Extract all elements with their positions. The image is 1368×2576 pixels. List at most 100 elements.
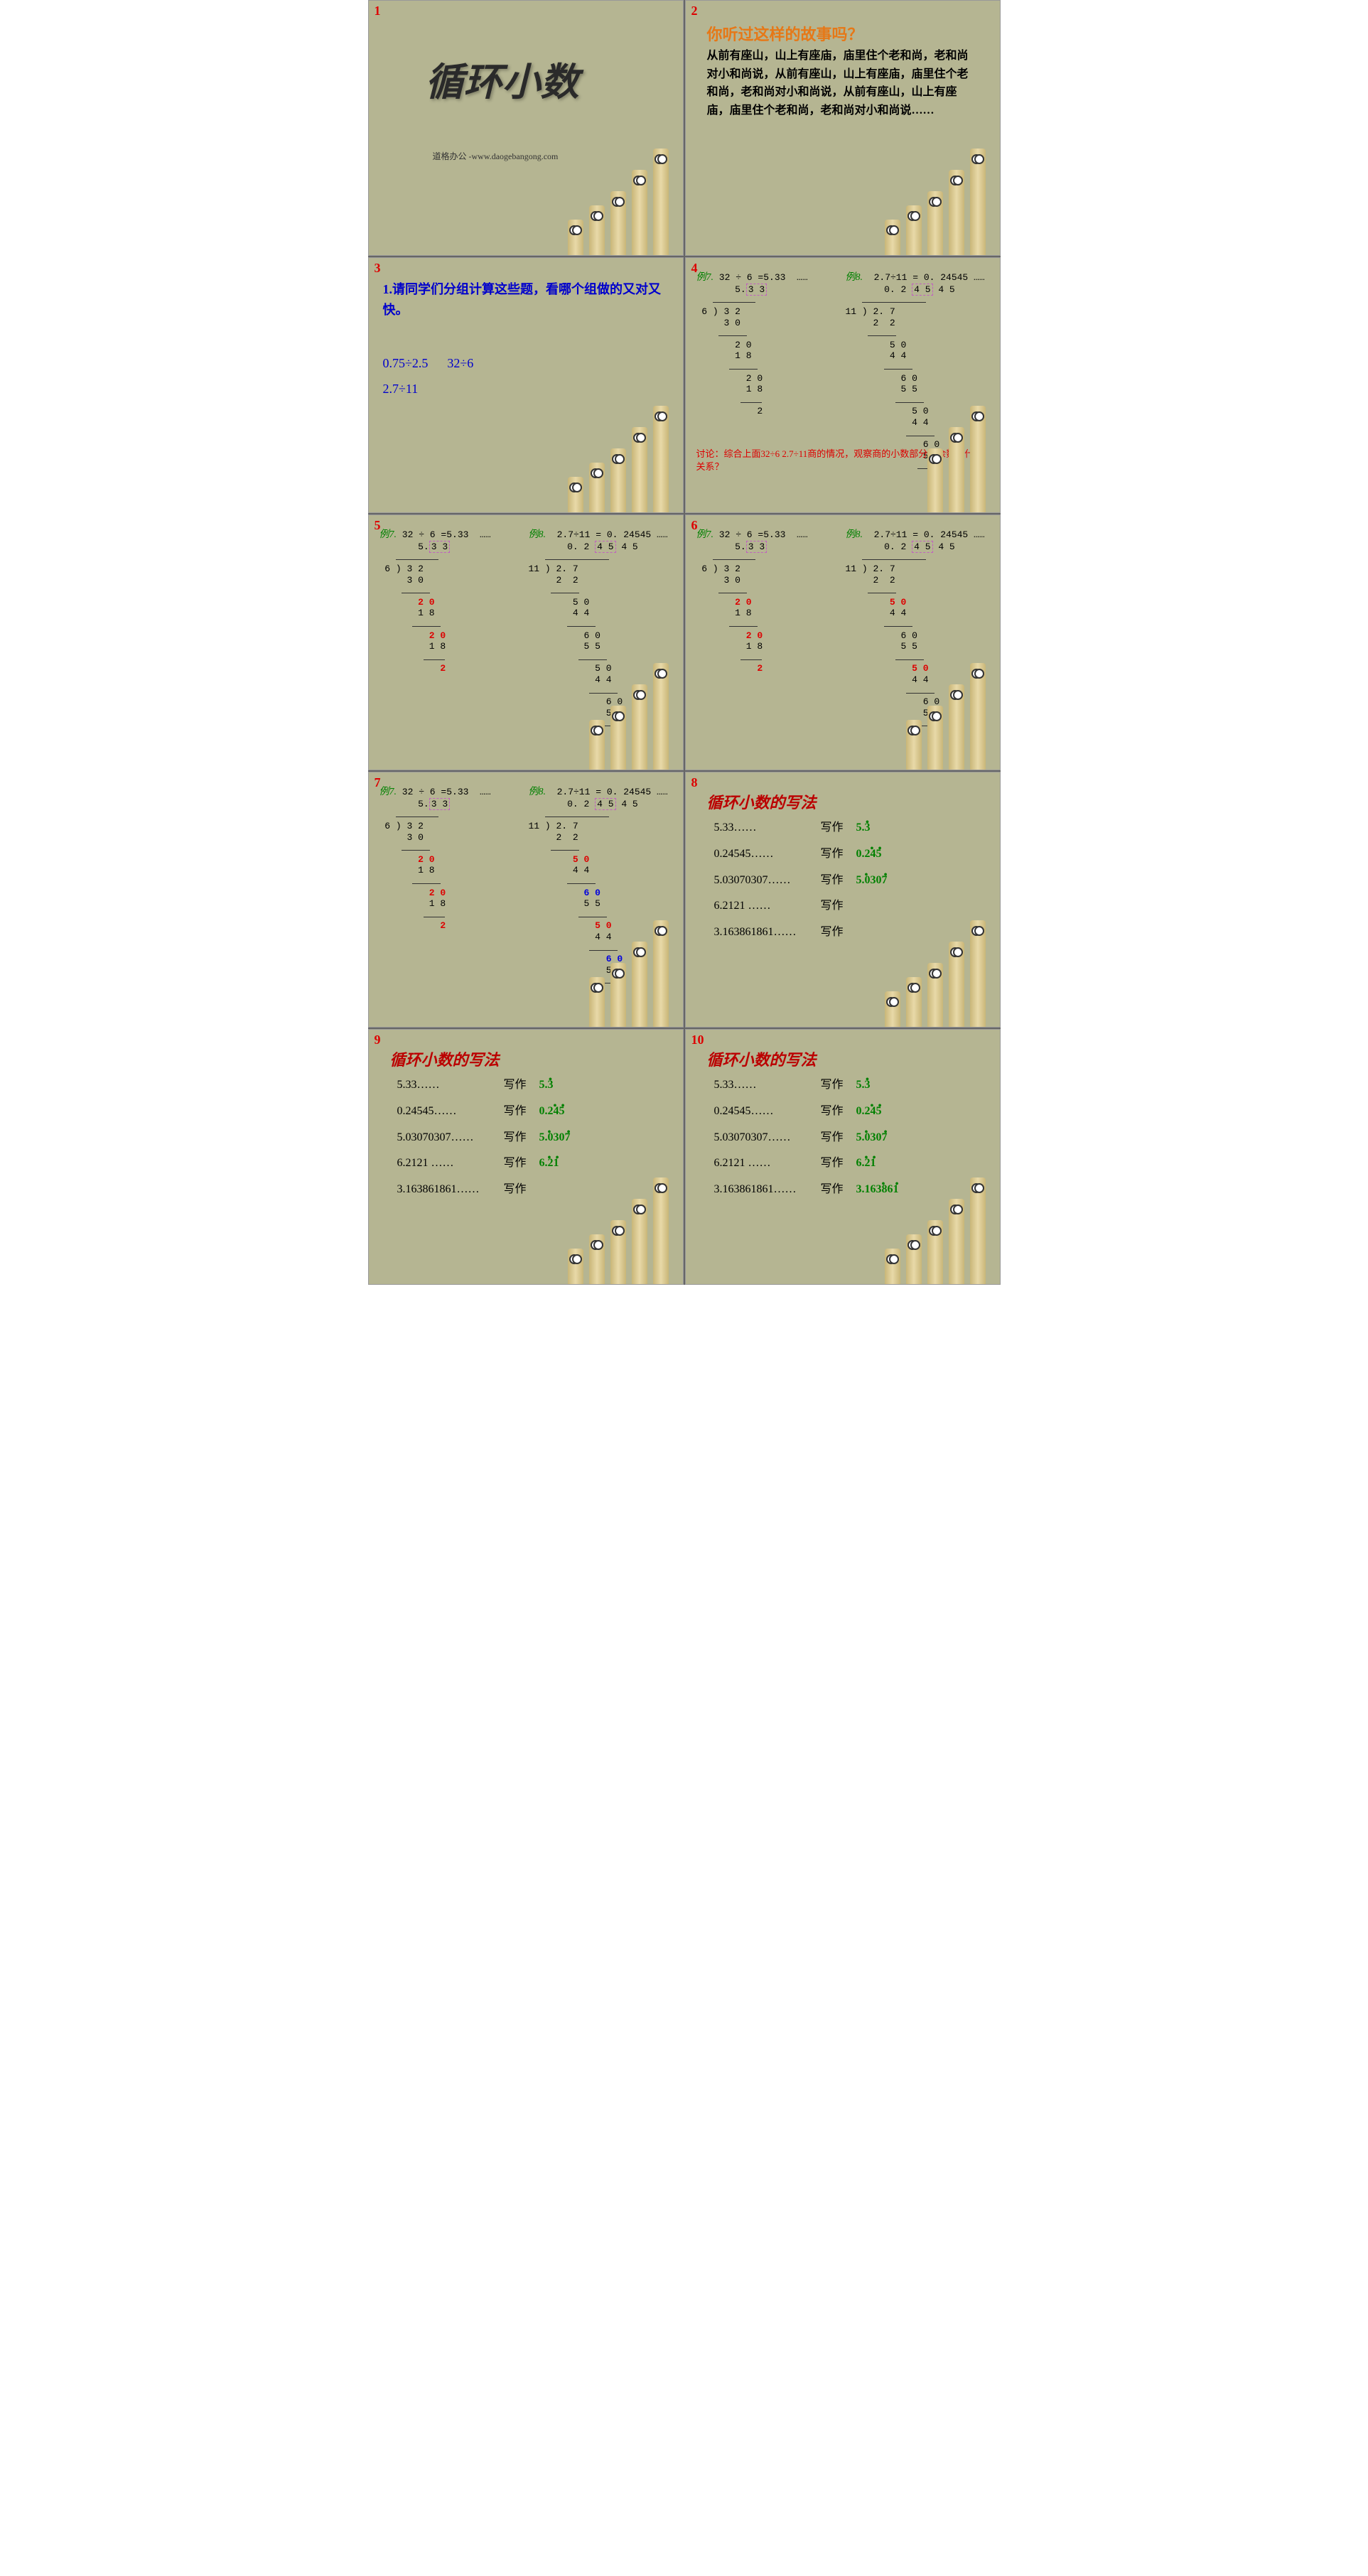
result-number: 5.0307 bbox=[856, 868, 888, 894]
result-number: 0.245 bbox=[856, 841, 882, 868]
source-number: 0.24545…… bbox=[714, 841, 821, 868]
pencil-decoration bbox=[568, 149, 669, 255]
slide-number: 4 bbox=[691, 261, 698, 276]
notation-row: 0.24545……写作0.245 bbox=[714, 841, 888, 868]
main-title: 循环小数 bbox=[426, 50, 579, 107]
write-as-label: 写作 bbox=[821, 815, 856, 841]
notation-row: 0.24545……写作0.245 bbox=[714, 1099, 899, 1125]
long-division-7: 例7. 32 ÷ 6 =5.33 …… 5.3 3 6 ) 3 2 3 0 2 … bbox=[379, 529, 491, 674]
source-number: 5.33…… bbox=[714, 1072, 821, 1099]
notation-row: 3.163861861……写作 bbox=[714, 920, 888, 946]
slide-3: 3 1.请同学们分组计算这些题，看哪个组做的又对又快。 0.75÷2.5 32÷… bbox=[368, 257, 684, 513]
notation-heading: 循环小数的写法 bbox=[707, 790, 817, 813]
slide-10: 10 循环小数的写法 5.33……写作5.30.24545……写作0.2455.… bbox=[685, 1029, 1001, 1285]
write-as-label: 写作 bbox=[821, 893, 856, 920]
source-number: 0.24545…… bbox=[397, 1099, 504, 1125]
notation-row: 5.03070307……写作5.0307 bbox=[714, 1125, 899, 1151]
notation-row: 6.2121 ……写作6.21 bbox=[397, 1150, 571, 1177]
write-as-label: 写作 bbox=[821, 1099, 856, 1125]
source-number: 6.2121 …… bbox=[714, 893, 821, 920]
source-number: 5.03070307…… bbox=[714, 1125, 821, 1151]
result-number: 5.0307 bbox=[539, 1125, 571, 1151]
long-division-7: 例7. 32 ÷ 6 =5.33 …… 5.3 3 6 ) 3 2 3 0 2 … bbox=[379, 787, 491, 932]
notation-row: 5.03070307……写作5.0307 bbox=[397, 1125, 571, 1151]
result-number: 0.245 bbox=[539, 1099, 565, 1125]
problem: 0.75÷2.5 bbox=[383, 356, 429, 370]
slide-7: 7 例7. 32 ÷ 6 =5.33 …… 5.3 3 6 ) 3 2 3 0 … bbox=[368, 772, 684, 1028]
write-as-label: 写作 bbox=[504, 1150, 539, 1177]
write-as-label: 写作 bbox=[821, 1072, 856, 1099]
notation-heading: 循环小数的写法 bbox=[390, 1047, 500, 1070]
notation-rows: 5.33……写作5.30.24545……写作0.2455.03070307……写… bbox=[714, 815, 888, 946]
slide-4: 4 例7. 32 ÷ 6 =5.33 …… 5.3 3 6 ) 3 2 3 0 … bbox=[685, 257, 1001, 513]
write-as-label: 写作 bbox=[504, 1125, 539, 1151]
source-number: 5.33…… bbox=[714, 815, 821, 841]
result-number: 5.3 bbox=[539, 1072, 554, 1099]
pencil-decoration bbox=[885, 920, 986, 1027]
pencil-decoration bbox=[885, 149, 986, 255]
slide-number: 2 bbox=[691, 4, 698, 18]
write-as-label: 写作 bbox=[821, 1125, 856, 1151]
pencil-decoration bbox=[568, 406, 669, 512]
source-number: 5.03070307…… bbox=[397, 1125, 504, 1151]
slide-number: 10 bbox=[691, 1033, 704, 1047]
write-as-label: 写作 bbox=[504, 1072, 539, 1099]
slide-number: 7 bbox=[375, 775, 381, 790]
slide-grid: 1 循环小数 道格办公 -www.daogebangong.com 2 你听过这… bbox=[368, 0, 1001, 1285]
result-number: 6.21 bbox=[539, 1150, 559, 1177]
slide-number: 5 bbox=[375, 518, 381, 533]
notation-heading: 循环小数的写法 bbox=[707, 1047, 817, 1070]
long-division-7: 例7. 32 ÷ 6 =5.33 …… 5.3 3 6 ) 3 2 3 0 2 … bbox=[696, 272, 808, 417]
slide-5: 5 例7. 32 ÷ 6 =5.33 …… 5.3 3 6 ) 3 2 3 0 … bbox=[368, 514, 684, 770]
slide-6: 6 例7. 32 ÷ 6 =5.33 …… 5.3 3 6 ) 3 2 3 0 … bbox=[685, 514, 1001, 770]
write-as-label: 写作 bbox=[821, 1177, 856, 1203]
result-number: 5.3 bbox=[856, 815, 871, 841]
notation-row: 3.163861861……写作3.163861 bbox=[714, 1177, 899, 1203]
pencil-decoration bbox=[568, 1177, 669, 1284]
write-as-label: 写作 bbox=[821, 868, 856, 894]
write-as-label: 写作 bbox=[821, 1150, 856, 1177]
story-heading: 你听过这样的故事吗？ bbox=[707, 22, 863, 45]
result-number: 6.21 bbox=[856, 1150, 876, 1177]
source-number: 6.2121 …… bbox=[714, 1150, 821, 1177]
pencil-decoration bbox=[906, 663, 986, 770]
write-as-label: 写作 bbox=[821, 920, 856, 946]
source-number: 3.163861861…… bbox=[714, 1177, 821, 1203]
pencil-decoration bbox=[885, 1177, 986, 1284]
slide-number: 1 bbox=[375, 4, 381, 18]
source-number: 5.03070307…… bbox=[714, 868, 821, 894]
watermark: 道格办公 -www.daogebangong.com bbox=[433, 150, 559, 162]
problem: 32÷6 bbox=[447, 356, 473, 370]
notation-rows: 5.33……写作5.30.24545……写作0.2455.03070307……写… bbox=[397, 1072, 571, 1203]
pencil-decoration bbox=[927, 406, 986, 512]
pencil-decoration bbox=[589, 920, 669, 1027]
slide-2: 2 你听过这样的故事吗？ 从前有座山，山上有座庙，庙里住个老和尚，老和尚对小和尚… bbox=[685, 0, 1001, 256]
slide-number: 8 bbox=[691, 775, 698, 790]
notation-row: 3.163861861……写作 bbox=[397, 1177, 571, 1203]
source-number: 0.24545…… bbox=[714, 1099, 821, 1125]
slide-number: 6 bbox=[691, 518, 698, 533]
slide-9: 9 循环小数的写法 5.33……写作5.30.24545……写作0.2455.0… bbox=[368, 1029, 684, 1285]
slide-8: 8 循环小数的写法 5.33……写作5.30.24545……写作0.2455.0… bbox=[685, 772, 1001, 1028]
result-number: 5.3 bbox=[856, 1072, 871, 1099]
write-as-label: 写作 bbox=[821, 841, 856, 868]
source-number: 5.33…… bbox=[397, 1072, 504, 1099]
source-number: 3.163861861…… bbox=[397, 1177, 504, 1203]
notation-row: 5.33……写作5.3 bbox=[397, 1072, 571, 1099]
story-body: 从前有座山，山上有座庙，庙里住个老和尚，老和尚对小和尚说，从前有座山，山上有座庙… bbox=[707, 47, 979, 119]
notation-row: 6.2121 ……写作6.21 bbox=[714, 1150, 899, 1177]
notation-row: 5.03070307……写作5.0307 bbox=[714, 868, 888, 894]
pencil-decoration bbox=[589, 663, 669, 770]
long-division-7: 例7. 32 ÷ 6 =5.33 …… 5.3 3 6 ) 3 2 3 0 2 … bbox=[696, 529, 808, 674]
notation-row: 6.2121 ……写作 bbox=[714, 893, 888, 920]
problem-list: 0.75÷2.5 32÷6 2.7÷11 bbox=[383, 350, 474, 402]
instruction: 1.请同学们分组计算这些题，看哪个组做的又对又快。 bbox=[383, 279, 683, 320]
notation-row: 0.24545……写作0.245 bbox=[397, 1099, 571, 1125]
source-number: 6.2121 …… bbox=[397, 1150, 504, 1177]
write-as-label: 写作 bbox=[504, 1177, 539, 1203]
notation-rows: 5.33……写作5.30.24545……写作0.2455.03070307……写… bbox=[714, 1072, 899, 1203]
slide-1: 1 循环小数 道格办公 -www.daogebangong.com bbox=[368, 0, 684, 256]
result-number: 5.0307 bbox=[856, 1125, 888, 1151]
slide-number: 9 bbox=[375, 1033, 381, 1047]
problem: 2.7÷11 bbox=[383, 382, 419, 396]
